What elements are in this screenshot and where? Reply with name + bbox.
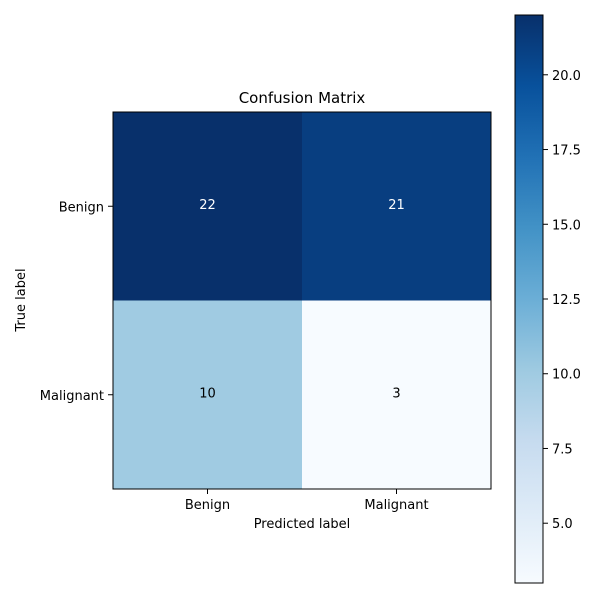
- heatmap-cell: [302, 300, 492, 490]
- heatmap-value-labels: 22 21 10 3: [199, 198, 405, 402]
- cell-value-label: 22: [199, 198, 216, 213]
- cell-value-label: 21: [388, 198, 405, 213]
- y-axis-label: True label: [14, 268, 29, 332]
- colorbar-gradient: [514, 14, 544, 584]
- colorbar-tick-label: 10.0: [552, 368, 581, 383]
- x-tick-label: Malignant: [364, 498, 428, 513]
- x-axis: Benign Malignant: [185, 489, 429, 513]
- y-axis: Benign Malignant: [40, 200, 113, 404]
- y-tick-label: Benign: [59, 200, 104, 215]
- chart-title: Confusion Matrix: [239, 89, 366, 107]
- x-axis-label: Predicted label: [254, 517, 351, 532]
- colorbar-tick-label: 20.0: [552, 69, 581, 84]
- heatmap-cell: [302, 112, 492, 301]
- colorbar-tick-label: 12.5: [552, 293, 581, 308]
- cell-value-label: 10: [199, 386, 216, 401]
- heatmap-cell: [113, 300, 303, 490]
- x-tick-label: Benign: [185, 498, 230, 513]
- colorbar-tick-label: 15.0: [552, 218, 581, 233]
- colorbar-tick-label: 5.0: [552, 517, 573, 532]
- heatmap-cell: [113, 112, 303, 301]
- plot-frame: [112, 111, 492, 490]
- colorbar: 5.0 7.5 10.0 12.5 15.0 17.5 20.0: [514, 14, 581, 584]
- cell-value-label: 3: [392, 386, 400, 401]
- heatmap-cells: [113, 112, 492, 490]
- colorbar-tick-label: 17.5: [552, 144, 581, 159]
- y-tick-label: Malignant: [40, 389, 104, 404]
- colorbar-ticks: 5.0 7.5 10.0 12.5 15.0 17.5 20.0: [543, 69, 581, 532]
- colorbar-tick-label: 7.5: [552, 442, 573, 457]
